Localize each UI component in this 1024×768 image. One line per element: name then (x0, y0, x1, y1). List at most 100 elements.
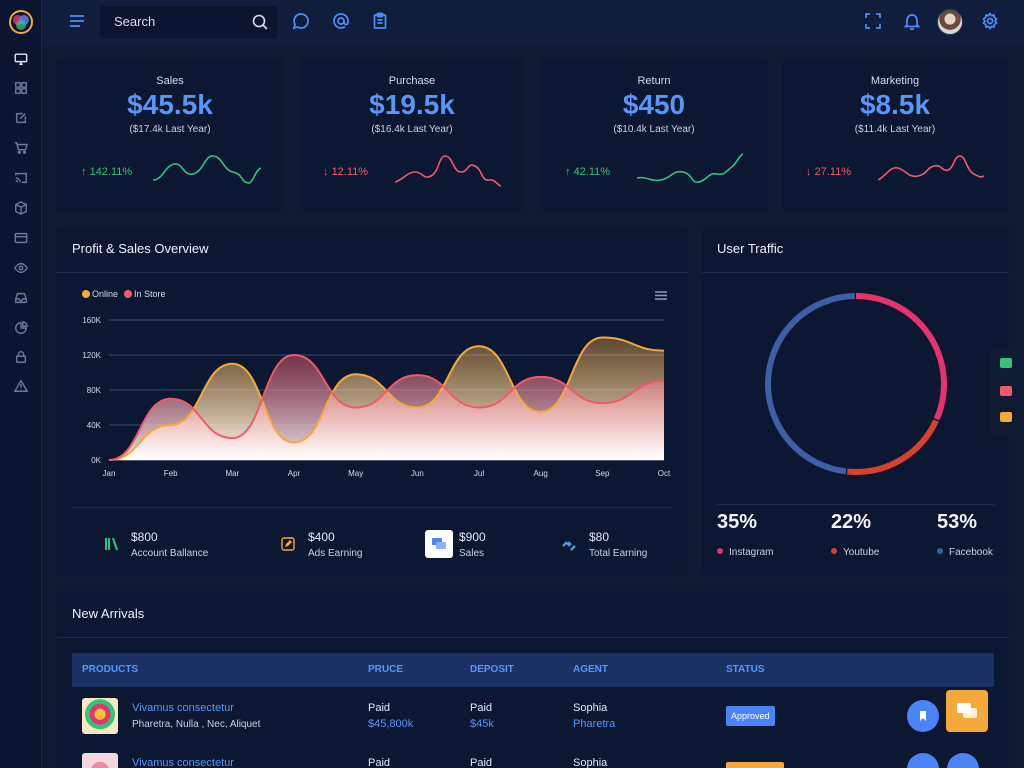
user-avatar[interactable] (937, 9, 963, 35)
stat-label: Marketing (870, 75, 920, 87)
lock-icon[interactable] (13, 349, 29, 365)
column-header[interactable]: AGENT (573, 664, 608, 675)
logo[interactable] (9, 10, 33, 34)
monitor-icon[interactable] (13, 51, 29, 67)
legend-item-online[interactable]: Online (82, 289, 118, 299)
y-tick-label: 120K (82, 351, 101, 360)
divider (72, 507, 672, 508)
x-tick-label: Jun (411, 469, 424, 478)
column-header[interactable]: DEPOSIT (470, 664, 514, 675)
x-tick-label: Sep (595, 469, 610, 478)
top-header (42, 0, 1024, 46)
stat-card-return: Return $450 ($10.4k Last Year) ↑ 42.11% (541, 58, 767, 211)
column-header[interactable]: PRUCE (368, 664, 404, 675)
eye-icon[interactable] (13, 260, 29, 276)
stat-last-year: ($17.4k Last Year) (129, 124, 211, 135)
summary-ads-earning: $400 Ads Earning (274, 530, 362, 559)
x-tick-label: Feb (164, 469, 178, 478)
deposit-status: Paid (470, 702, 493, 714)
settings-gear-icon[interactable] (981, 12, 999, 30)
credit-card-icon[interactable] (13, 230, 29, 246)
sparkline (878, 155, 985, 181)
panel-title: User Traffic (717, 241, 784, 256)
stat-last-year: ($11.4k Last Year) (854, 124, 936, 135)
status-badge: Approved (726, 706, 775, 726)
image-icon[interactable] (1000, 386, 1012, 396)
series-line-online (108, 336, 665, 461)
sidebar (0, 0, 42, 768)
alert-triangle-icon[interactable] (13, 378, 29, 394)
camera-icon[interactable] (1000, 358, 1012, 368)
sparkline (153, 155, 262, 184)
search-input[interactable] (114, 14, 244, 29)
cart-icon[interactable] (13, 140, 29, 156)
product-thumbnail[interactable] (82, 698, 118, 734)
stat-value: $19.5k (369, 89, 455, 120)
x-tick-label: Jan (103, 469, 116, 478)
x-tick-label: Mar (225, 469, 239, 478)
x-tick-label: Apr (288, 469, 301, 478)
legend-item-in-store[interactable]: In Store (124, 289, 166, 299)
x-tick-label: Oct (658, 469, 671, 478)
chat-fab[interactable] (946, 690, 988, 732)
clipboard-icon[interactable] (371, 12, 389, 30)
edit-icon (274, 530, 302, 558)
arrow-up-icon: ↑ (81, 166, 87, 178)
divider (57, 637, 1009, 638)
edit-icon[interactable] (13, 110, 29, 126)
summary-caption: Ads Earning (308, 548, 363, 559)
deposit-status: Paid (470, 757, 493, 768)
stat-change: ↓ 12.11% (323, 166, 369, 178)
column-header[interactable]: STATUS (726, 664, 765, 675)
bookmark-icon (920, 711, 926, 721)
series-line-in-store (108, 353, 665, 461)
panel-title: New Arrivals (72, 606, 145, 621)
stat-label: Sales (156, 75, 184, 87)
donut-segment-instagram[interactable] (765, 293, 947, 475)
traffic-percent-facebook: 53% (937, 511, 978, 533)
agent-name: Sophia (573, 702, 608, 714)
bell-icon[interactable] (903, 12, 921, 31)
stat-label: Return (637, 75, 671, 87)
stat-last-year: ($16.4k Last Year) (371, 124, 453, 135)
agent-name: Sophia (573, 757, 608, 768)
traffic-label-facebook: Facebook (937, 547, 993, 558)
at-sign-icon[interactable] (332, 12, 350, 30)
product-name[interactable]: Vivamus consectetur (132, 702, 234, 714)
chart-menu-icon[interactable] (655, 291, 667, 300)
menu-icon[interactable] (69, 14, 85, 28)
donut-segment-youtube[interactable] (765, 293, 947, 475)
divider (57, 272, 687, 273)
search-icon[interactable] (252, 14, 268, 30)
bookmark-button[interactable] (907, 700, 939, 732)
arrow-up-icon: ↑ (565, 166, 571, 178)
chat-icon[interactable] (1000, 412, 1012, 422)
pie-chart-icon[interactable] (13, 320, 29, 336)
column-header[interactable]: PRODUCTS (82, 664, 139, 675)
product-thumbnail[interactable] (82, 753, 118, 768)
sparkline (637, 153, 744, 184)
overview-panel: Profit & Sales Overview Online In Store … (57, 226, 687, 576)
inbox-icon[interactable] (13, 290, 29, 306)
action-button[interactable] (947, 753, 979, 768)
stat-value: $45.5k (127, 89, 213, 120)
box-icon[interactable] (13, 200, 29, 216)
summary-amount: $800 (131, 530, 158, 544)
side-drawer (990, 348, 1024, 436)
summary-caption: Total Earning (589, 548, 648, 559)
product-description: Pharetra, Nulla , Nec, Aliquet (132, 719, 261, 730)
area-chart: 0K 40K 80K 120K 160K Jan Feb Mar Apr May Jun Jul Aug… (82, 316, 671, 478)
chat-icon (425, 530, 453, 558)
cast-icon[interactable] (13, 170, 29, 186)
fullscreen-icon[interactable] (864, 12, 882, 30)
traffic-percent-instagram: 35% (717, 511, 758, 533)
grid-icon[interactable] (13, 80, 29, 96)
series-area-in-store (109, 355, 664, 460)
summary-caption: Sales (459, 548, 485, 559)
bars-icon (97, 530, 125, 558)
product-name[interactable]: Vivamus consectetur (132, 757, 234, 768)
donut-segment-facebook[interactable] (765, 293, 947, 475)
action-button[interactable] (907, 753, 939, 768)
chat-bubble-icon[interactable] (292, 12, 310, 30)
summary-total-earning: $80 Total Earning (555, 530, 647, 559)
